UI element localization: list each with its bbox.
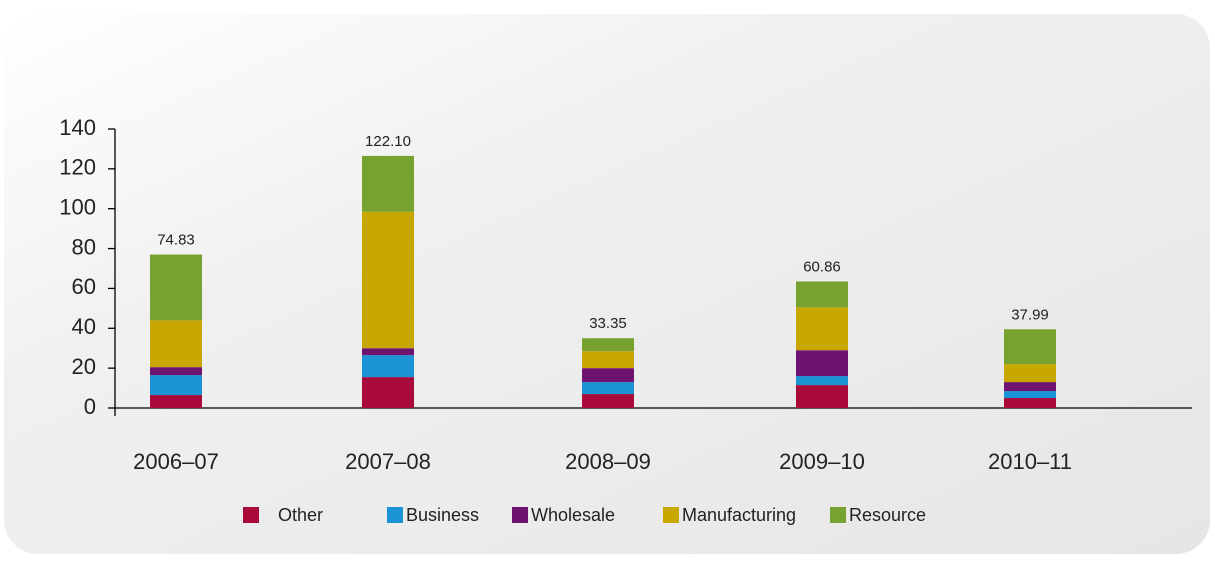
bar-segment — [796, 385, 848, 408]
bar-segment — [796, 281, 848, 308]
bar-segment — [582, 351, 634, 369]
bar-segment — [796, 376, 848, 386]
legend-label: Resource — [849, 505, 926, 525]
legend-label: Business — [406, 505, 479, 525]
bar-segment — [362, 355, 414, 378]
bar-segment — [582, 394, 634, 408]
total-label: 33.35 — [589, 315, 627, 332]
y-tick-label: 80 — [72, 234, 96, 259]
bar-segment — [150, 254, 202, 321]
bar-segment — [1004, 391, 1056, 399]
y-tick-label: 120 — [59, 155, 96, 180]
bar-segment — [1004, 329, 1056, 365]
legend-label: Other — [278, 505, 323, 525]
bar-segment — [1004, 364, 1056, 383]
y-tick-label: 20 — [72, 354, 96, 379]
total-label: 122.10 — [365, 133, 411, 150]
x-tick-label: 2006–07 — [133, 449, 219, 474]
bar-segment — [362, 348, 414, 356]
bar-segment — [362, 377, 414, 408]
y-tick-label: 140 — [59, 115, 96, 140]
bar-segment — [582, 382, 634, 395]
bar-segment — [150, 320, 202, 368]
bar-segment — [150, 395, 202, 408]
total-label: 60.86 — [803, 258, 841, 275]
bar-segment — [362, 155, 414, 212]
y-tick-label: 40 — [72, 314, 96, 339]
y-tick-label: 60 — [72, 274, 96, 299]
legend-label: Wholesale — [531, 505, 615, 525]
legend-label: Manufacturing — [682, 505, 796, 525]
bar-segment — [1004, 398, 1056, 408]
total-label: 74.83 — [157, 232, 195, 249]
bar-segment — [796, 307, 848, 351]
panel — [4, 14, 1210, 554]
y-tick-label: 100 — [59, 195, 96, 220]
bar-segment — [150, 367, 202, 376]
legend-swatch — [243, 507, 259, 523]
x-tick-label: 2007–08 — [345, 449, 431, 474]
y-tick-label: 0 — [84, 394, 96, 419]
bar-segment — [796, 350, 848, 377]
x-tick-label: 2009–10 — [779, 449, 865, 474]
bar-segment — [362, 211, 414, 349]
bar-segment — [1004, 382, 1056, 392]
bar-segment — [582, 338, 634, 352]
bar-segment — [582, 368, 634, 383]
x-tick-label: 2008–09 — [565, 449, 651, 474]
legend-swatch — [387, 507, 403, 523]
bar-segment — [150, 375, 202, 396]
legend-swatch — [830, 507, 846, 523]
x-tick-label: 2010–11 — [988, 449, 1072, 474]
legend-swatch — [512, 507, 528, 523]
total-label: 37.99 — [1011, 306, 1049, 323]
legend-swatch — [663, 507, 679, 523]
